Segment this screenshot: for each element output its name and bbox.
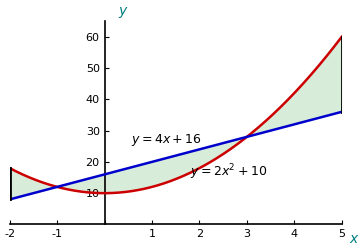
Text: x: x xyxy=(350,232,358,246)
Text: $y = 2x^{2}+10$: $y = 2x^{2}+10$ xyxy=(190,162,267,182)
Text: y: y xyxy=(119,4,127,18)
Text: $y = 4x+16$: $y = 4x+16$ xyxy=(131,132,202,148)
